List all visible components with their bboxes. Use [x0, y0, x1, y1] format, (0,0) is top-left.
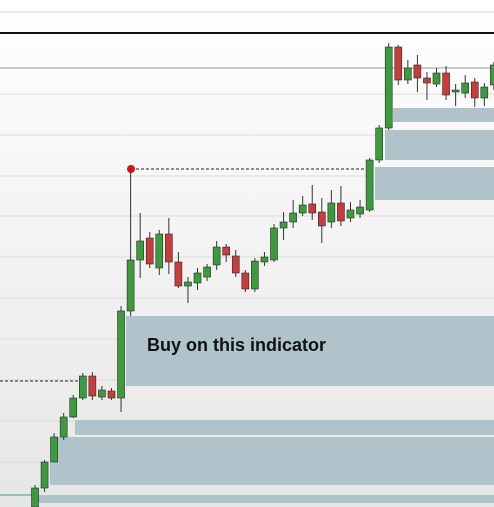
candle-body	[31, 487, 39, 507]
candle-body	[279, 221, 288, 229]
candle-body	[155, 233, 164, 269]
zone	[375, 167, 494, 200]
candle-body	[98, 389, 106, 398]
candle-body	[442, 72, 450, 96]
candle-body	[337, 202, 345, 222]
candle-body	[432, 72, 441, 85]
candle-body	[126, 259, 135, 312]
candle-body	[365, 159, 374, 211]
candle-body	[165, 233, 173, 263]
candle-body	[404, 67, 412, 81]
candle-body	[394, 46, 403, 81]
candle-body	[461, 82, 470, 94]
candle-body	[413, 64, 422, 79]
candle-body	[251, 260, 259, 290]
candle-body	[260, 256, 269, 263]
candle-body	[480, 86, 489, 99]
candle-body	[423, 77, 431, 84]
candle-body	[193, 272, 202, 284]
candle-body	[107, 390, 116, 399]
candle-body	[490, 64, 494, 86]
zone	[75, 420, 494, 435]
candle-body	[117, 310, 125, 399]
candle-body	[88, 375, 97, 397]
candle-body	[346, 209, 355, 219]
candle-body	[298, 204, 307, 214]
candle-body	[375, 127, 383, 161]
candle-body	[50, 436, 58, 463]
candle-body	[470, 81, 479, 99]
candle-body	[40, 461, 49, 489]
candle-body	[384, 46, 393, 129]
candle-body	[327, 202, 336, 223]
candle-body	[174, 261, 183, 287]
candle-body	[241, 272, 250, 290]
candle-body	[222, 246, 230, 256]
candle-body	[270, 227, 278, 261]
candle-body	[308, 203, 317, 214]
candle-body	[136, 240, 144, 261]
candle-body	[317, 211, 326, 227]
candle-body	[184, 281, 192, 287]
candle-body	[231, 255, 240, 274]
candle-body	[69, 397, 78, 418]
zones	[38, 108, 494, 503]
zone	[126, 316, 494, 386]
candle-body	[203, 266, 211, 278]
candle-body	[212, 246, 221, 266]
candle-body	[145, 237, 154, 265]
candle-body	[356, 206, 364, 215]
candle-body	[451, 89, 460, 93]
zone	[38, 495, 494, 503]
annotation: Buy on this indicator	[147, 335, 326, 355]
zone	[50, 437, 494, 485]
zone	[385, 130, 494, 160]
candle-body	[289, 212, 297, 223]
zone	[393, 108, 494, 122]
candles	[31, 43, 494, 507]
candle-body	[59, 416, 68, 438]
candle-body	[79, 375, 87, 399]
